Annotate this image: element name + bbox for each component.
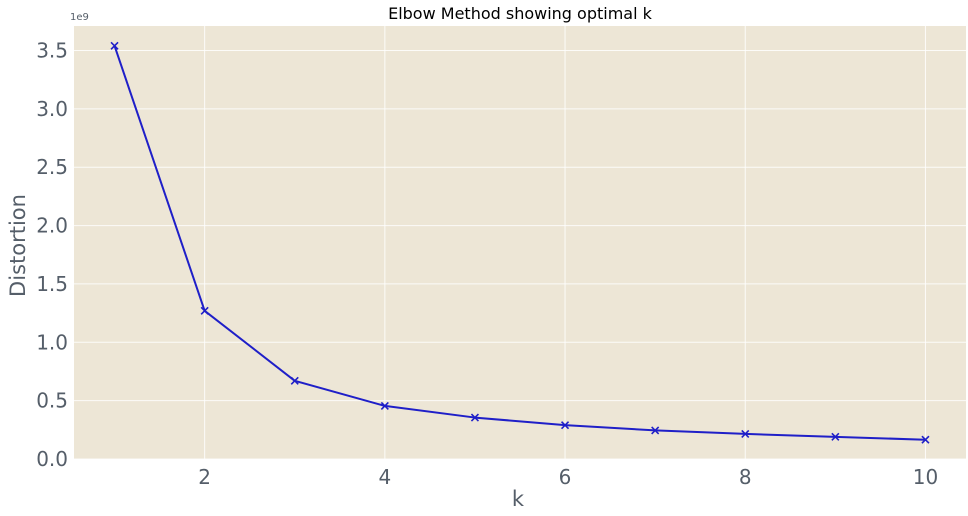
y-axis-label: Distortion [6,194,30,297]
y-tick-label: 3.5 [36,39,68,63]
data-point-marker [921,435,930,444]
y-tick-label: 0.5 [36,389,68,413]
x-tick-label: 2 [198,465,211,489]
plot-area [74,26,966,459]
y-tick-label: 2.0 [36,214,68,238]
y-tick-label: 0.0 [36,447,68,471]
data-point-marker [831,432,840,441]
series-line [113,45,926,441]
chart-title: Elbow Method showing optimal k [388,4,653,23]
grid [74,26,966,460]
data-point-marker [380,401,389,410]
x-axis-label: k [512,487,525,511]
y-tick-label: 1.0 [36,330,68,354]
data-point-marker [470,413,480,422]
y-axis-ticks: 0.0 0.5 1.0 1.5 2.0 2.5 3.0 3.5 [36,39,68,471]
data-point-marker [110,41,119,50]
data-point-marker [560,421,570,430]
x-axis-ticks: 2 4 6 8 10 [198,465,938,489]
x-tick-label: 8 [739,465,752,489]
y-tick-label: 3.0 [36,97,68,121]
data-point-marker [200,306,209,315]
y-axis-offset-label: 1e9 [70,12,89,23]
y-tick-label: 2.5 [36,155,68,179]
y-tick-label: 1.5 [36,272,68,296]
x-tick-label: 4 [378,465,391,489]
data-point-marker [290,376,299,385]
data-point-marker [741,429,750,438]
x-tick-label: 10 [913,465,938,489]
data-point-marker [651,426,660,435]
x-tick-label: 6 [559,465,572,489]
series-group [110,41,930,444]
